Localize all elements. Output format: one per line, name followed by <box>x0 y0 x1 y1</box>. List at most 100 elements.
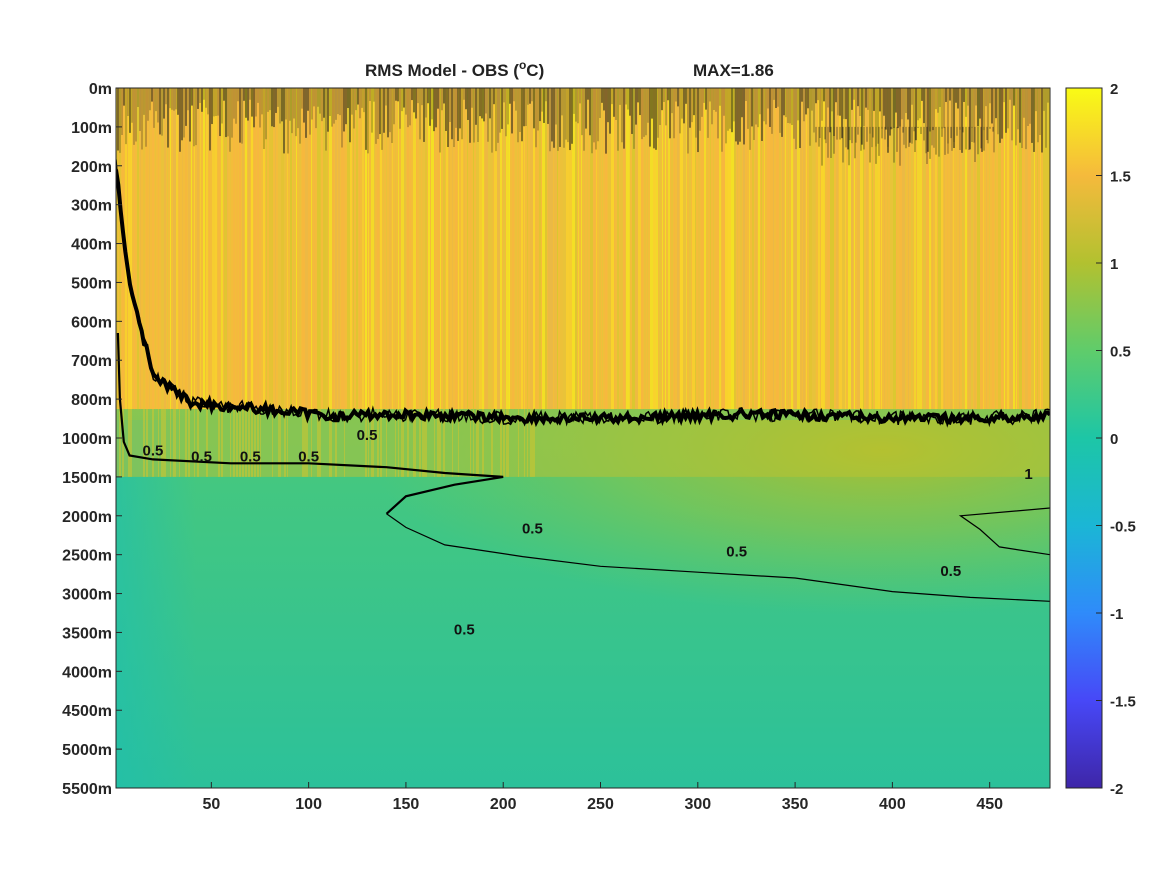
upper-band <box>965 88 967 410</box>
upper-band <box>650 88 653 410</box>
upper-band <box>983 88 984 410</box>
upper-band <box>785 88 786 410</box>
contour-label: 0.5 <box>143 443 164 460</box>
transition-band <box>179 409 180 477</box>
upper-band <box>806 88 807 410</box>
upper-band <box>161 88 164 410</box>
upper-band <box>293 88 295 410</box>
transition-band <box>302 409 305 477</box>
contour-0.5-deep <box>386 513 1050 602</box>
upper-band <box>638 88 641 410</box>
upper-band <box>1001 88 1003 410</box>
transition-band <box>248 409 250 477</box>
colorbar-tick-label: 1.5 <box>1110 169 1131 186</box>
colorbar-tick-label: -2 <box>1110 781 1123 798</box>
upper-band <box>266 88 267 410</box>
upper-band <box>446 88 448 410</box>
transition-band <box>473 409 474 477</box>
transition-band <box>257 409 259 477</box>
upper-band <box>950 88 952 410</box>
upper-band <box>134 88 135 410</box>
upper-band <box>578 88 579 410</box>
upper-band <box>545 88 547 410</box>
upper-band <box>416 88 417 410</box>
transition-band <box>524 409 525 477</box>
upper-band <box>929 88 931 410</box>
upper-band <box>860 88 863 410</box>
upper-band <box>260 88 261 410</box>
upper-band <box>413 88 416 410</box>
upper-band <box>623 88 625 410</box>
upper-band <box>179 88 180 410</box>
upper-band <box>479 88 482 410</box>
upper-band <box>146 88 148 410</box>
upper-band <box>794 88 797 410</box>
transition-band <box>533 409 535 477</box>
upper-band <box>839 88 842 410</box>
transition-band <box>440 409 441 477</box>
colorbar-tick-label: 0 <box>1110 431 1118 448</box>
transition-band <box>272 409 273 477</box>
transition-band <box>443 409 445 477</box>
upper-band <box>848 88 851 410</box>
upper-band <box>581 88 582 410</box>
upper-band <box>776 88 779 410</box>
upper-band <box>455 88 457 410</box>
upper-band <box>467 88 468 410</box>
transition-band <box>506 409 509 477</box>
upper-band <box>197 88 199 410</box>
upper-band <box>227 88 228 410</box>
transition-band <box>158 409 159 477</box>
upper-band <box>185 88 187 410</box>
transition-band <box>317 409 320 477</box>
transition-band <box>458 409 459 477</box>
transition-band <box>260 409 261 477</box>
upper-band <box>302 88 305 410</box>
y-axis: 0m 100m 200m 300m 400m 500m 600m 700m 800m 1000m 1… <box>62 81 122 798</box>
upper-band <box>314 88 315 410</box>
transition-band <box>164 409 166 477</box>
transition-band <box>233 409 235 477</box>
upper-band <box>647 88 648 410</box>
transition-band <box>491 409 493 477</box>
upper-band <box>674 88 675 410</box>
transition-band <box>335 409 337 477</box>
upper-band <box>533 88 535 410</box>
transition-band <box>254 409 256 477</box>
upper-band <box>386 88 387 410</box>
upper-band <box>1037 88 1038 410</box>
upper-band <box>731 88 734 410</box>
upper-band <box>461 88 463 410</box>
upper-band <box>551 88 553 410</box>
upper-band <box>521 88 523 410</box>
upper-band <box>128 88 131 410</box>
upper-band <box>194 88 195 410</box>
upper-band <box>422 88 425 410</box>
y-tick-label: 100m <box>71 120 112 137</box>
upper-band <box>335 88 337 410</box>
upper-band <box>131 88 132 410</box>
transition-band <box>197 409 199 477</box>
upper-band <box>176 88 178 410</box>
y-tick-label: 1500m <box>62 470 112 487</box>
upper-band <box>944 88 945 410</box>
y-tick-label: 3500m <box>62 625 112 642</box>
upper-band <box>1007 88 1009 410</box>
upper-band <box>218 88 220 410</box>
upper-band <box>689 88 691 410</box>
upper-band <box>911 88 913 410</box>
upper-band <box>884 88 885 410</box>
x-tick-label: 350 <box>782 796 809 813</box>
upper-band <box>482 88 484 410</box>
y-tick-label: 800m <box>71 392 112 409</box>
upper-band <box>659 88 661 410</box>
upper-band <box>740 88 742 410</box>
upper-band <box>506 88 509 410</box>
colorbar-tick-label: 0.5 <box>1110 344 1131 361</box>
upper-band <box>170 88 171 410</box>
upper-band <box>434 88 435 410</box>
contour-label: 0.5 <box>522 520 543 537</box>
upper-band <box>902 88 905 410</box>
upper-band <box>845 88 846 410</box>
